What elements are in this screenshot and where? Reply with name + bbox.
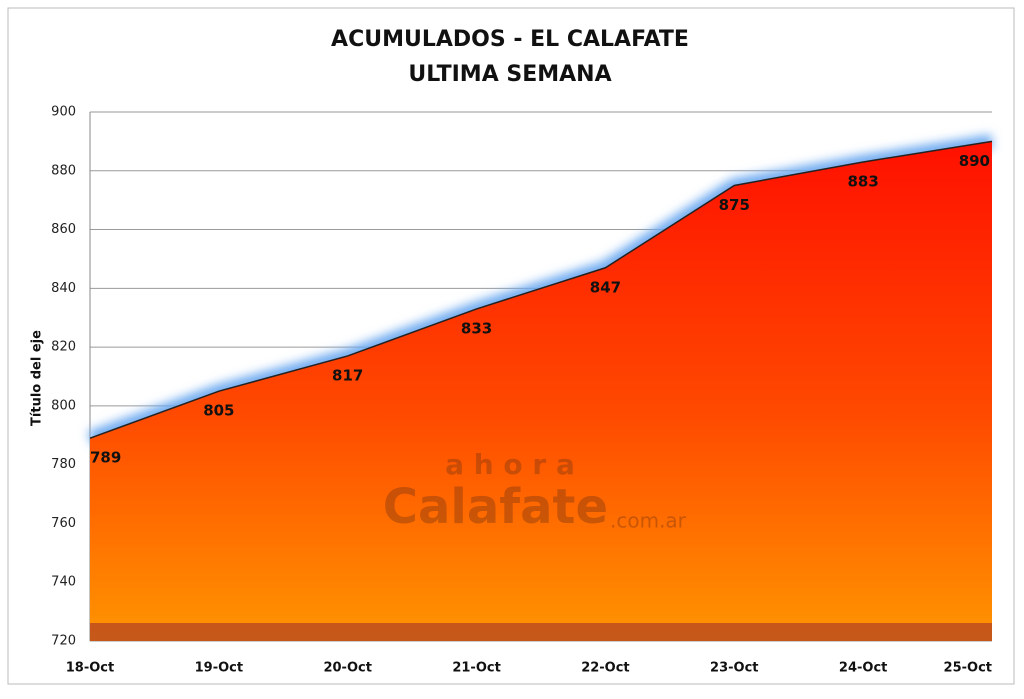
data-label: 890 [959,152,990,170]
y-tick-label: 800 [51,398,76,413]
y-tick-label: 780 [51,457,76,472]
data-label: 805 [203,402,234,420]
area [90,141,992,641]
data-label: 847 [590,278,621,296]
x-tick-label: 24-Oct [839,661,887,676]
x-tick-label: 19-Oct [195,661,243,676]
y-tick-label: 840 [51,281,76,296]
watermark-top: a h o r a [445,448,575,481]
y-tick-label: 860 [51,222,76,237]
y-tick-label: 900 [51,105,76,120]
area-base [90,623,992,641]
data-label: 817 [332,366,363,384]
y-tick-label: 740 [51,575,76,590]
chart-subtitle: ULTIMA SEMANA [408,62,611,87]
x-tick-label: 23-Oct [710,661,758,676]
watermark-main: Calafate [383,479,608,535]
data-label: 883 [847,172,878,190]
x-tick-label: 25-Oct [944,661,992,676]
chart-title: ACUMULADOS - EL CALAFATE [331,27,689,52]
x-tick-label: 20-Oct [323,661,371,676]
watermark-suffix: .com.ar [610,509,687,533]
y-tick-label: 820 [51,340,76,355]
y-axis-title: Título del eje [30,330,45,426]
y-tick-label: 760 [51,516,76,531]
data-label: 789 [90,449,121,467]
data-label: 875 [719,196,750,214]
y-tick-label: 880 [51,163,76,178]
x-tick-label: 21-Oct [452,661,500,676]
x-tick-label: 22-Oct [581,661,629,676]
x-tick-label: 18-Oct [66,661,114,676]
y-tick-label: 720 [51,634,76,649]
area-line [89,140,993,439]
data-label: 833 [461,319,492,337]
